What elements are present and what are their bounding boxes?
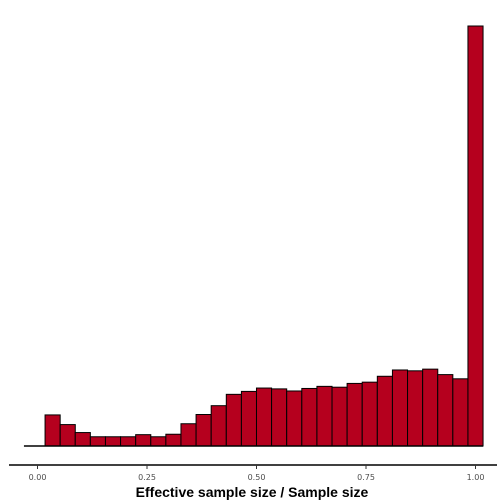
- histogram-bar: [240, 390, 258, 447]
- histogram-bar: [467, 25, 484, 447]
- histogram-bar: [346, 382, 363, 447]
- x-axis-ticks: 0.00 0.25 0.50 0.75 1.00: [29, 465, 485, 482]
- histogram-bars: [44, 25, 484, 447]
- histogram-bar: [361, 381, 378, 447]
- histogram-bar: [331, 386, 348, 447]
- histogram-bar: [165, 433, 182, 447]
- histogram-bar: [407, 370, 424, 447]
- histogram-bar: [301, 387, 318, 447]
- x-axis-tick-label: 0.00: [29, 473, 47, 482]
- histogram-bar: [391, 369, 409, 447]
- histogram-bar: [89, 436, 106, 447]
- histogram-bar: [376, 375, 393, 447]
- histogram-bar: [74, 432, 91, 447]
- histogram-bar: [422, 368, 439, 447]
- histogram-bar: [452, 378, 469, 447]
- histogram-bar: [255, 387, 273, 447]
- x-axis-title: Effective sample size / Sample size: [136, 484, 369, 500]
- x-axis-tick-label: 1.00: [467, 473, 485, 482]
- histogram-bar: [104, 436, 122, 447]
- histogram-bar: [271, 388, 288, 447]
- histogram-bar: [316, 385, 333, 447]
- histogram-bar: [59, 424, 76, 447]
- x-axis-tick-label: 0.25: [138, 473, 156, 482]
- histogram-bar: [180, 423, 197, 447]
- histogram-bar: [437, 374, 454, 447]
- x-axis-tick-label: 0.50: [248, 473, 266, 482]
- histogram-bar: [210, 405, 227, 447]
- histogram-bar: [135, 434, 152, 447]
- histogram-bar: [195, 414, 212, 447]
- histogram-bar: [44, 414, 61, 447]
- x-axis-tick-label: 0.75: [357, 473, 375, 482]
- histogram-bar: [120, 436, 137, 447]
- histogram-bar: [225, 393, 242, 447]
- histogram-bar: [150, 436, 167, 447]
- histogram-bar: [286, 390, 303, 447]
